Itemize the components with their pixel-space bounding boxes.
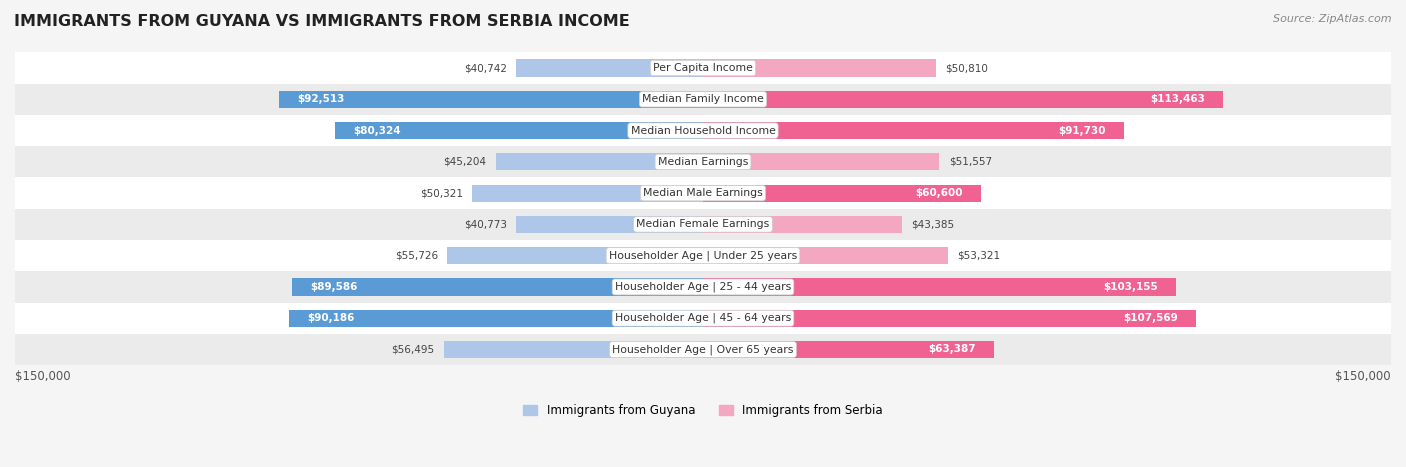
Text: $80,324: $80,324	[353, 126, 401, 135]
Bar	[703, 341, 994, 358]
Text: Median Earnings: Median Earnings	[658, 157, 748, 167]
Bar	[703, 91, 1223, 108]
Text: Median Family Income: Median Family Income	[643, 94, 763, 104]
Bar	[444, 341, 703, 358]
Text: Per Capita Income: Per Capita Income	[652, 63, 754, 73]
Text: $92,513: $92,513	[297, 94, 344, 104]
Text: $56,495: $56,495	[392, 345, 434, 354]
Text: $53,321: $53,321	[956, 251, 1000, 261]
Bar	[703, 184, 981, 202]
Text: $55,726: $55,726	[395, 251, 439, 261]
Text: $89,586: $89,586	[311, 282, 357, 292]
Bar	[703, 310, 1197, 327]
Text: Householder Age | Under 25 years: Householder Age | Under 25 years	[609, 250, 797, 261]
Bar	[496, 153, 703, 170]
Bar	[516, 59, 703, 77]
Text: Householder Age | 25 - 44 years: Householder Age | 25 - 44 years	[614, 282, 792, 292]
Bar	[703, 278, 1177, 296]
Bar	[15, 271, 1391, 303]
Text: $45,204: $45,204	[443, 157, 486, 167]
Bar	[516, 216, 703, 233]
Text: $63,387: $63,387	[928, 345, 976, 354]
Text: Median Female Earnings: Median Female Earnings	[637, 219, 769, 229]
Text: IMMIGRANTS FROM GUYANA VS IMMIGRANTS FROM SERBIA INCOME: IMMIGRANTS FROM GUYANA VS IMMIGRANTS FRO…	[14, 14, 630, 29]
Bar	[15, 303, 1391, 334]
Text: Median Household Income: Median Household Income	[630, 126, 776, 135]
Text: $90,186: $90,186	[308, 313, 356, 323]
Bar	[703, 216, 903, 233]
Text: $40,773: $40,773	[464, 219, 506, 229]
Bar	[15, 177, 1391, 209]
Bar	[472, 184, 703, 202]
Bar	[15, 146, 1391, 177]
Bar	[15, 240, 1391, 271]
Legend: Immigrants from Guyana, Immigrants from Serbia: Immigrants from Guyana, Immigrants from …	[519, 399, 887, 422]
Text: Median Male Earnings: Median Male Earnings	[643, 188, 763, 198]
Text: $43,385: $43,385	[911, 219, 955, 229]
Text: $60,600: $60,600	[915, 188, 963, 198]
Bar	[335, 122, 703, 139]
Bar	[447, 247, 703, 264]
Text: $50,810: $50,810	[945, 63, 988, 73]
Text: Source: ZipAtlas.com: Source: ZipAtlas.com	[1274, 14, 1392, 24]
Bar	[290, 310, 703, 327]
Bar	[15, 115, 1391, 146]
Bar	[703, 59, 936, 77]
Bar	[278, 91, 703, 108]
Text: $91,730: $91,730	[1057, 126, 1105, 135]
Text: Householder Age | Over 65 years: Householder Age | Over 65 years	[612, 344, 794, 355]
Text: $150,000: $150,000	[1336, 370, 1391, 383]
Bar	[15, 209, 1391, 240]
Text: $150,000: $150,000	[15, 370, 70, 383]
Text: Householder Age | 45 - 64 years: Householder Age | 45 - 64 years	[614, 313, 792, 324]
Text: $51,557: $51,557	[949, 157, 991, 167]
Bar	[703, 153, 939, 170]
Bar	[703, 122, 1123, 139]
Bar	[15, 84, 1391, 115]
Text: $50,321: $50,321	[420, 188, 463, 198]
Bar	[703, 247, 948, 264]
Bar	[15, 334, 1391, 365]
Bar	[15, 52, 1391, 84]
Text: $103,155: $103,155	[1104, 282, 1157, 292]
Text: $107,569: $107,569	[1123, 313, 1178, 323]
Bar	[292, 278, 703, 296]
Text: $40,742: $40,742	[464, 63, 508, 73]
Text: $113,463: $113,463	[1150, 94, 1205, 104]
